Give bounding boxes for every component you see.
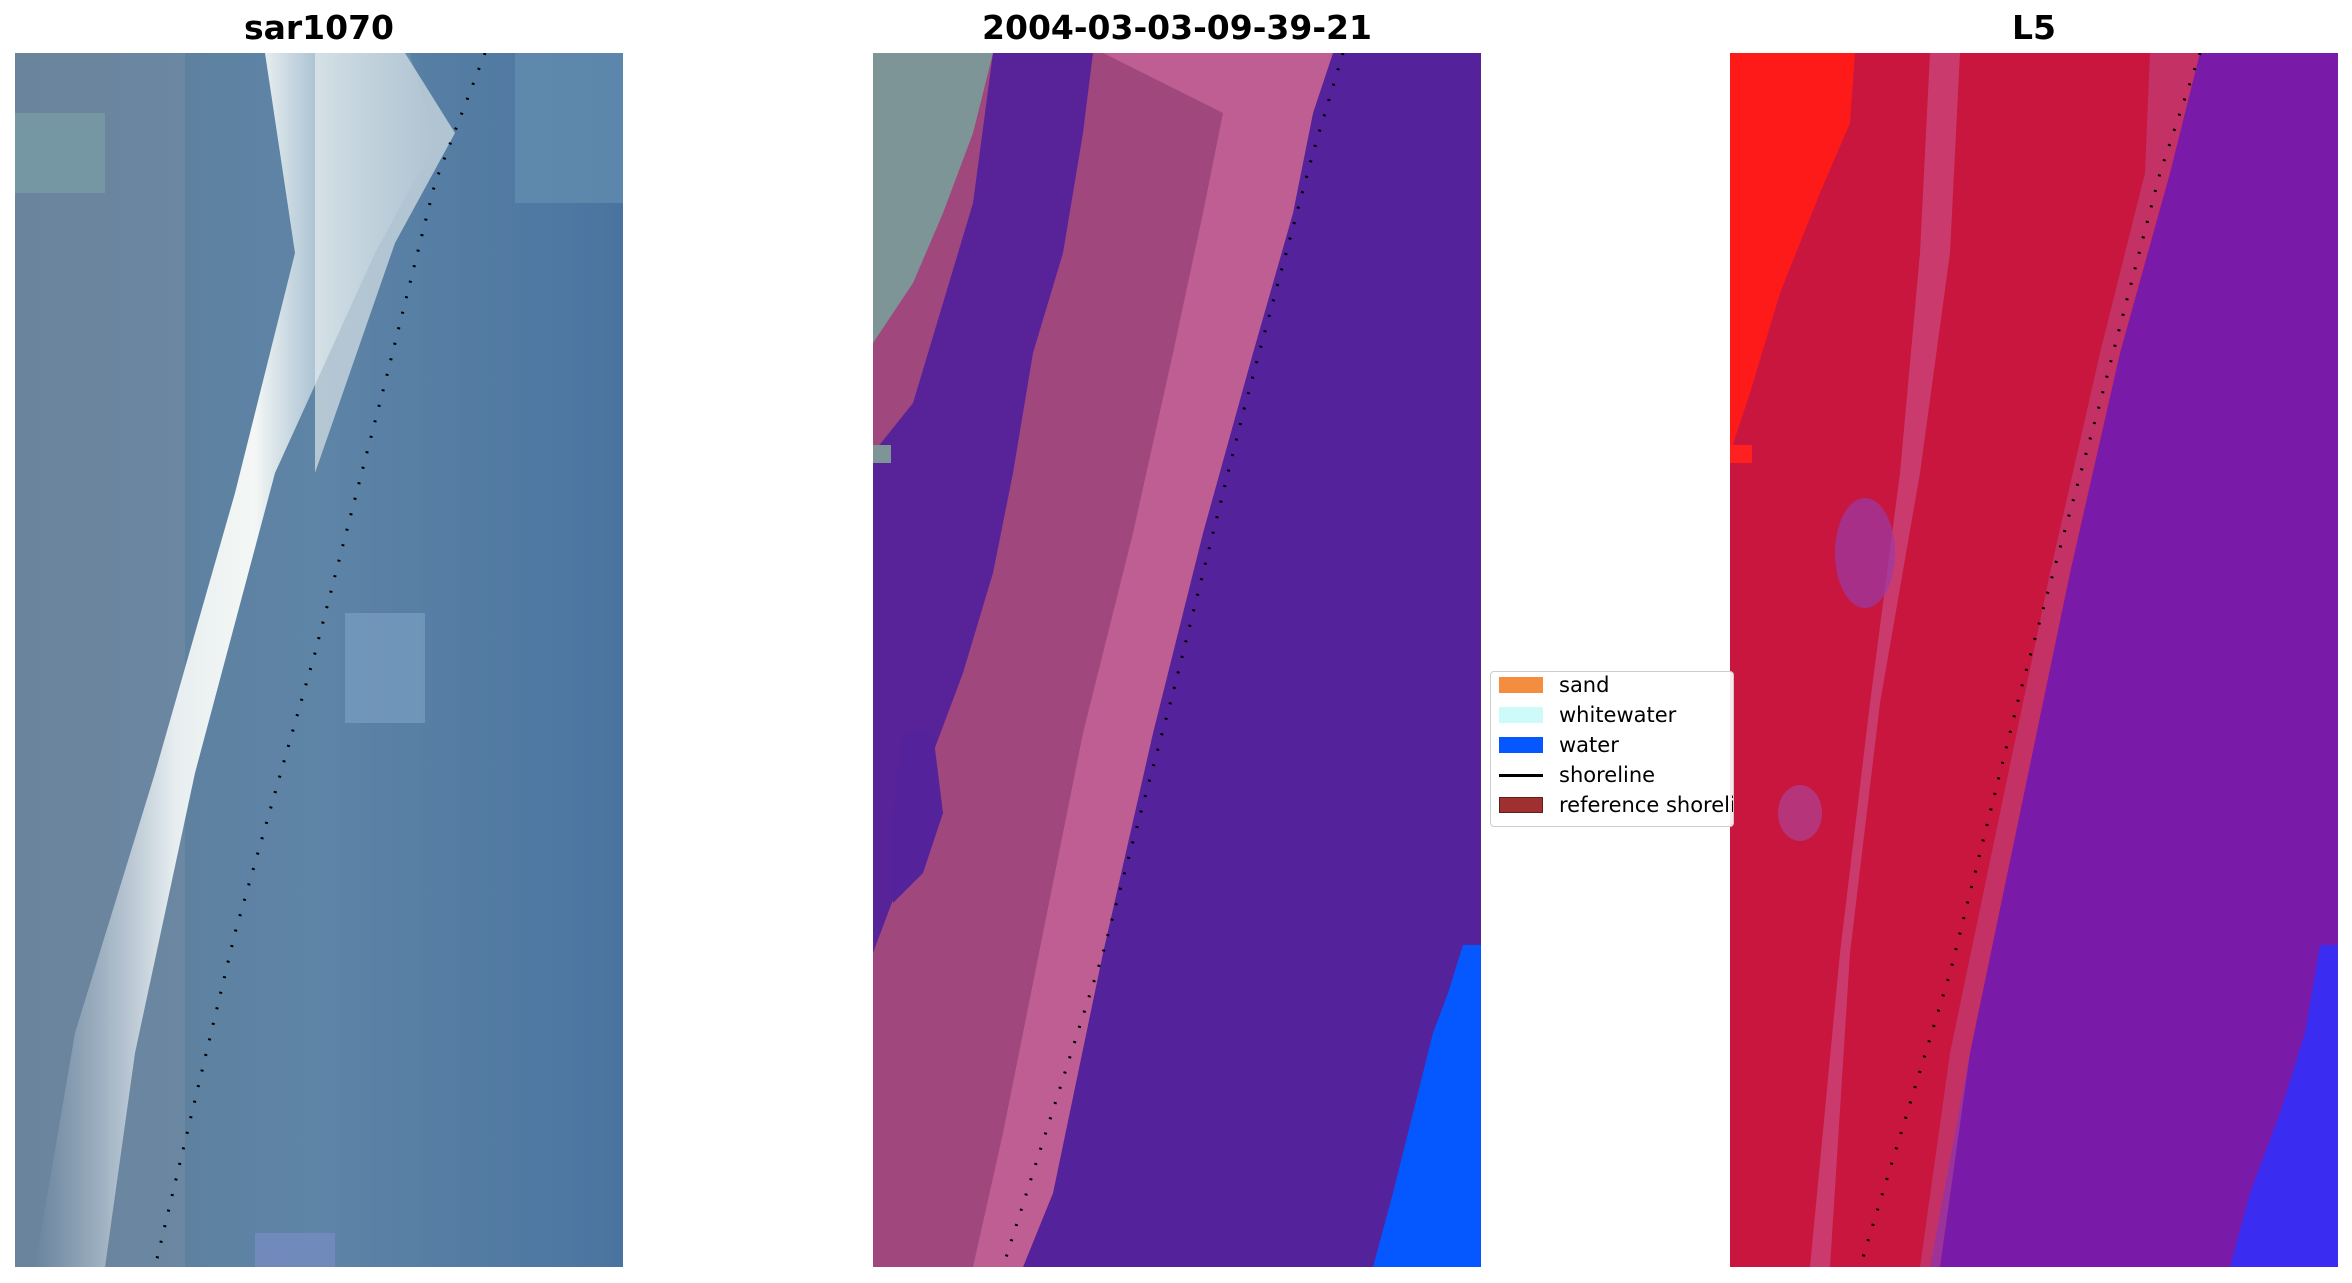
sensor-image-panel <box>1730 53 2338 1267</box>
legend-item-whitewater: whitewater <box>1499 702 1676 728</box>
legend: sand whitewater water shoreline referenc… <box>1490 671 1734 827</box>
sensor-image <box>1730 53 2338 1267</box>
rgb-image-panel <box>15 53 623 1267</box>
panel-title-rgb: sar1070 <box>243 8 395 47</box>
rgb-image <box>15 53 623 1267</box>
reference-shoreline-swatch <box>1499 797 1543 813</box>
panel-title-sensor: L5 <box>2012 8 2056 47</box>
water-swatch <box>1499 737 1543 753</box>
whitewater-swatch <box>1499 707 1543 723</box>
legend-label: whitewater <box>1559 703 1677 727</box>
legend-label: reference shoreline <box>1559 793 1733 817</box>
legend-item-water: water <box>1499 732 1619 758</box>
legend-label: sand <box>1559 673 1610 697</box>
shoreline-line <box>1499 773 1543 777</box>
legend-item-sand: sand <box>1499 672 1609 698</box>
sand-swatch <box>1499 677 1543 693</box>
panel-title-classification: 2004-03-03-09-39-21 <box>982 8 1372 47</box>
legend-label: shoreline <box>1559 763 1656 787</box>
legend-item-shoreline: shoreline <box>1499 762 1655 788</box>
classification-image <box>873 53 1481 1267</box>
legend-label: water <box>1559 733 1619 757</box>
classification-panel <box>873 53 1481 1267</box>
legend-item-reference-shoreline: reference shoreline <box>1499 792 1733 818</box>
